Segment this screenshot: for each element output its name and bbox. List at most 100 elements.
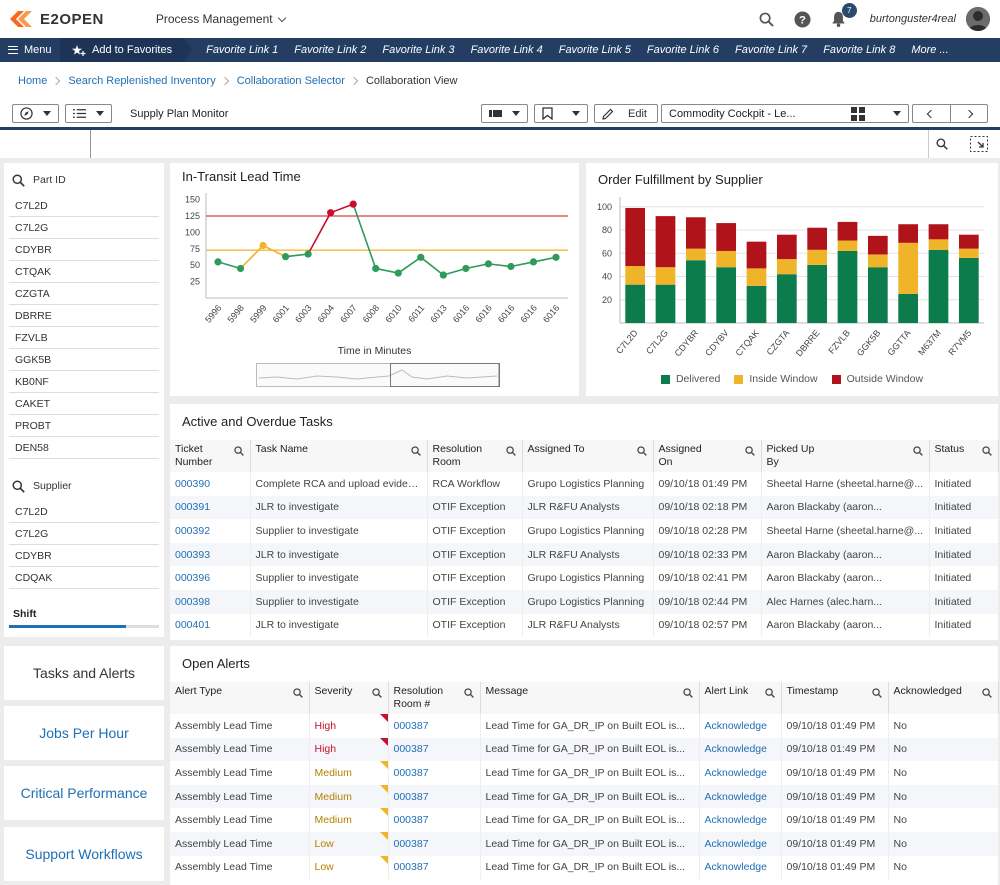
alerts-column-header[interactable]: Resolution Room #: [388, 682, 481, 714]
compass-dropdown[interactable]: [12, 104, 59, 123]
part-id-item[interactable]: C7L2D: [9, 195, 159, 217]
favorite-link[interactable]: Favorite Link 7: [735, 44, 808, 56]
tasks-column-header[interactable]: Resolution Room: [427, 440, 523, 472]
acknowledge-link[interactable]: Acknowledge: [699, 714, 782, 738]
supplier-item[interactable]: CDYBR: [9, 545, 159, 567]
support-workflows-button[interactable]: Support Workflows: [4, 827, 164, 881]
part-id-item[interactable]: C7L2G: [9, 217, 159, 239]
column-search-icon[interactable]: [371, 688, 382, 701]
bar-segment[interactable]: [898, 224, 919, 243]
bar-segment[interactable]: [807, 249, 828, 265]
bar-segment[interactable]: [867, 235, 888, 255]
data-point[interactable]: [214, 258, 222, 266]
navigator-window[interactable]: [390, 363, 500, 387]
view-select[interactable]: Commodity Cockpit - Le...: [661, 104, 909, 123]
bar-segment[interactable]: [625, 266, 646, 285]
column-search-icon[interactable]: [871, 688, 882, 701]
breadcrumb-home[interactable]: Home: [18, 75, 48, 87]
column-search-icon[interactable]: [682, 688, 693, 701]
data-point[interactable]: [282, 253, 290, 261]
part-id-item[interactable]: CAKET: [9, 393, 159, 415]
acknowledge-link[interactable]: Acknowledge: [699, 784, 782, 809]
part-id-item[interactable]: DEN58: [9, 437, 159, 459]
data-point[interactable]: [552, 253, 560, 261]
table-row[interactable]: Assembly Lead Time Low 000387 Lead Time for…: [170, 831, 999, 856]
collapse-icon[interactable]: [970, 136, 988, 155]
app-menu-dropdown[interactable]: Process Management: [156, 12, 286, 26]
bar-segment[interactable]: [625, 284, 646, 323]
table-row[interactable]: Assembly Lead Time High 000387 Lead Time fo…: [170, 714, 999, 738]
acknowledge-link[interactable]: Acknowledge: [699, 855, 782, 880]
tasks-column-header[interactable]: Status: [929, 440, 999, 472]
bar-segment[interactable]: [746, 241, 767, 269]
legend-outside-window[interactable]: Outside Window: [831, 373, 923, 385]
column-search-icon[interactable]: [764, 688, 775, 701]
column-search-icon[interactable]: [981, 688, 992, 701]
acknowledge-link[interactable]: Acknowledge: [699, 737, 782, 762]
search-icon[interactable]: [758, 10, 776, 28]
bar-segment[interactable]: [655, 267, 676, 285]
ticket-number-link[interactable]: 000392: [170, 519, 251, 543]
avatar[interactable]: [966, 7, 990, 31]
bar-segment[interactable]: [928, 239, 949, 250]
breadcrumb-search-inventory[interactable]: Search Replenished Inventory: [68, 75, 216, 87]
bar-segment[interactable]: [716, 267, 737, 323]
bar-segment[interactable]: [746, 285, 767, 323]
tasks-column-header[interactable]: Task Name: [250, 440, 428, 472]
username[interactable]: burtonguster4real: [869, 13, 956, 25]
column-search-icon[interactable]: [912, 446, 923, 459]
bar-segment[interactable]: [685, 248, 706, 261]
table-row[interactable]: 000392 Supplier to investigate OTIF Except…: [170, 519, 999, 543]
favorite-link[interactable]: Favorite Link 1: [206, 44, 279, 56]
bar-segment[interactable]: [685, 260, 706, 323]
data-point[interactable]: [236, 264, 245, 273]
chart-range-navigator[interactable]: [256, 363, 500, 387]
part-id-item[interactable]: FZVLB: [9, 327, 159, 349]
favorite-link[interactable]: Favorite Link 3: [382, 44, 455, 56]
ticket-number-link[interactable]: 000401: [170, 613, 251, 638]
layout-dropdown[interactable]: [481, 104, 528, 123]
more-favorites-link[interactable]: More ...: [911, 44, 949, 56]
subbar-search-icon[interactable]: [936, 138, 948, 153]
part-id-item[interactable]: CZGTA: [9, 283, 159, 305]
bar-segment[interactable]: [928, 249, 949, 323]
table-row[interactable]: Assembly Lead Time Low 000387 Lead Time for…: [170, 855, 999, 880]
e2open-logo[interactable]: E2OPEN: [10, 11, 104, 28]
alerts-column-header[interactable]: Timestamp: [781, 682, 889, 714]
data-point[interactable]: [372, 264, 380, 273]
bar-segment[interactable]: [867, 254, 888, 268]
tasks-column-header[interactable]: Picked Up By: [761, 440, 930, 472]
table-row[interactable]: 000401 JLR to investigate OTIF Exception JL…: [170, 613, 999, 638]
bar-segment[interactable]: [746, 268, 767, 286]
bar-segment[interactable]: [776, 234, 797, 260]
resolution-room-link[interactable]: 000387: [388, 761, 481, 785]
bar-segment[interactable]: [837, 221, 858, 241]
column-search-icon[interactable]: [292, 688, 303, 701]
bar-segment[interactable]: [625, 207, 646, 267]
column-search-icon[interactable]: [463, 688, 474, 701]
data-point[interactable]: [304, 250, 312, 258]
table-row[interactable]: Assembly Lead Time Medium 000387 Lead Time …: [170, 808, 999, 832]
edit-button[interactable]: Edit: [594, 104, 658, 123]
bar-segment[interactable]: [776, 274, 797, 323]
table-row[interactable]: 000398 Supplier to investigate OTIF Except…: [170, 589, 999, 614]
alerts-column-header[interactable]: Severity: [309, 682, 389, 714]
bar-segment[interactable]: [776, 259, 797, 275]
resolution-room-link[interactable]: 000387: [388, 784, 481, 809]
bar-segment[interactable]: [655, 284, 676, 323]
data-point[interactable]: [439, 271, 447, 279]
part-id-item[interactable]: CDYBR: [9, 239, 159, 261]
bar-segment[interactable]: [958, 248, 979, 258]
column-search-icon[interactable]: [505, 446, 516, 459]
data-point[interactable]: [259, 241, 267, 250]
bookmark-dropdown[interactable]: [534, 104, 588, 123]
favorite-link[interactable]: Favorite Link 4: [470, 44, 543, 56]
ticket-number-link[interactable]: 000391: [170, 495, 251, 520]
table-row[interactable]: 000396 Supplier to investigate OTIF Except…: [170, 566, 999, 590]
acknowledge-link[interactable]: Acknowledge: [699, 808, 782, 832]
alerts-column-header[interactable]: Acknowledged: [888, 682, 999, 714]
column-search-icon[interactable]: [410, 446, 421, 459]
column-search-icon[interactable]: [233, 446, 244, 459]
acknowledge-link[interactable]: Acknowledge: [699, 761, 782, 785]
supplier-item[interactable]: C7L2D: [9, 501, 159, 523]
